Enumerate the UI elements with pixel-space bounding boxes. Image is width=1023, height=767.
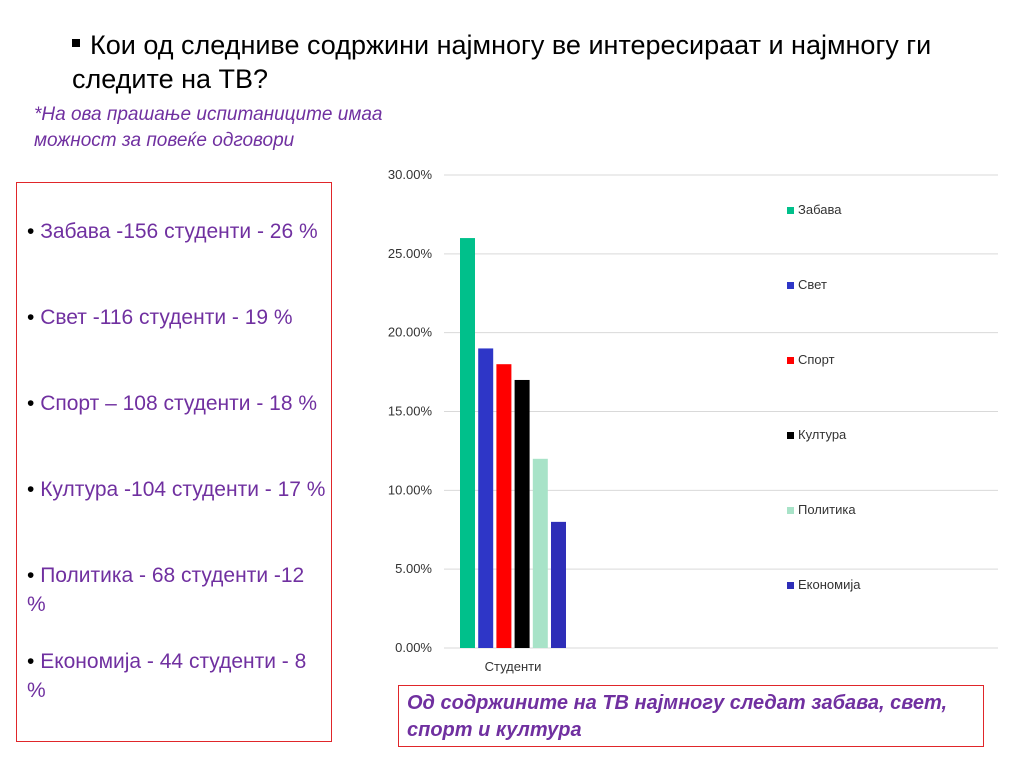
y-tick-label: 30.00% — [388, 167, 433, 182]
bullet-dot-icon: • — [27, 392, 41, 415]
list-item-text: Култура -104 студенти - 17 % — [40, 478, 326, 501]
bar-5 — [532, 458, 548, 648]
bar-3 — [496, 364, 512, 648]
list-item-text: Свет -116 студенти - 19 % — [40, 306, 293, 329]
bar-6 — [551, 521, 566, 648]
bar-2 — [478, 348, 494, 648]
list-item: • Свет -116 студенти - 19 % — [27, 303, 327, 332]
conclusion-box: Од содржините на ТВ најмногу следат заба… — [398, 685, 984, 747]
legend-swatch — [787, 357, 794, 364]
bar-4 — [514, 379, 530, 648]
bullet-dot-icon: • — [27, 650, 41, 673]
bar-1 — [460, 238, 475, 649]
legend-label: Култура — [798, 427, 847, 442]
legend-label: Политика — [798, 502, 856, 517]
y-tick-label: 20.00% — [388, 325, 433, 340]
list-item-text: Забава -156 студенти - 26 % — [40, 220, 318, 243]
legend-swatch — [787, 432, 794, 439]
y-tick-label: 15.00% — [388, 404, 433, 419]
y-tick-label: 25.00% — [388, 246, 433, 261]
list-item: • Спорт – 108 студенти - 18 % — [27, 389, 327, 418]
list-item: • Политика - 68 студенти -12 % — [27, 561, 327, 619]
square-bullet-icon — [72, 38, 80, 47]
y-tick-label: 5.00% — [395, 561, 432, 576]
list-item: • Култура -104 студенти - 17 % — [27, 475, 327, 504]
y-tick-label: 10.00% — [388, 482, 433, 497]
slide-title-text: Кои од следниве содржини најмногу ве инт… — [72, 30, 932, 94]
list-item-text: Спорт – 108 студенти - 18 % — [40, 392, 318, 415]
x-tick-label: Студенти — [485, 659, 542, 674]
legend-swatch — [787, 282, 794, 289]
bar-chart: 0.00% 5.00% 10.00% 15.00% 20.00% 25.00% 30.00%… — [388, 167, 998, 674]
legend-swatch — [787, 207, 794, 214]
bullet-dot-icon: • — [27, 564, 41, 587]
respondent-note: *На ова прашање испитаниците имаа можнос… — [34, 104, 383, 151]
legend-label: Свет — [798, 277, 827, 292]
slide-title: Кои од следниве содржини најмногу ве инт… — [72, 28, 972, 96]
bullet-dot-icon: • — [27, 478, 41, 501]
legend-swatch — [787, 582, 794, 589]
list-item-text: Политика - 68 студенти -12 % — [27, 564, 305, 616]
list-item: • Забава -156 студенти - 26 % — [27, 217, 327, 246]
bullet-dot-icon: • — [27, 306, 41, 329]
bullet-dot-icon: • — [27, 220, 41, 243]
legend-swatch — [787, 507, 794, 514]
legend-label: Забава — [798, 202, 842, 217]
y-tick-label: 0.00% — [395, 640, 432, 655]
results-list: • Забава -156 студенти - 26 % • Свет -11… — [16, 182, 332, 742]
legend-label: Економија — [798, 577, 861, 592]
legend-label: Спорт — [798, 352, 835, 367]
list-item-text: Економија - 44 студенти - 8 % — [27, 650, 307, 702]
list-item: • Економија - 44 студенти - 8 % — [27, 647, 327, 705]
